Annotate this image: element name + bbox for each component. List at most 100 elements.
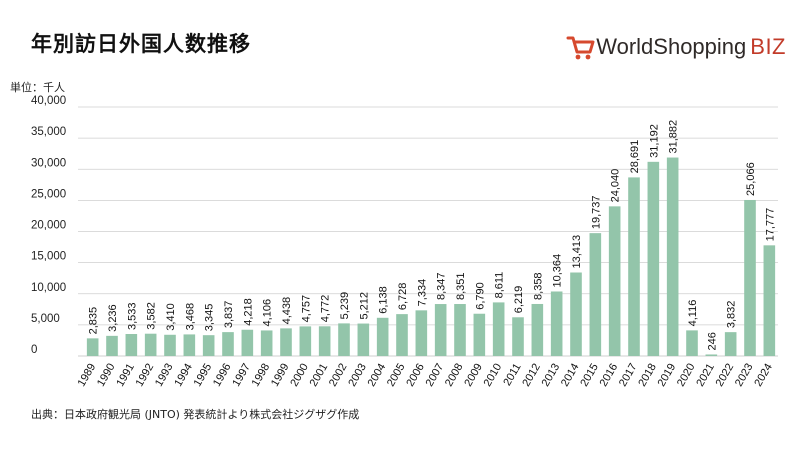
- x-tick-label-2011: 2011: [501, 362, 523, 388]
- bar-2024: [763, 245, 776, 356]
- value-label-2009: 6,790: [474, 282, 486, 310]
- value-label-2005: 6,728: [397, 283, 409, 311]
- bar-2008: [454, 304, 466, 356]
- y-tick-label: 0: [31, 344, 37, 356]
- value-label-2000: 4,757: [300, 295, 312, 323]
- y-axis-unit: 単位：千人: [10, 81, 65, 94]
- x-tick-label-2004: 2004: [366, 362, 389, 389]
- value-label-2010: 8,611: [494, 272, 506, 299]
- bar-1990: [106, 335, 118, 356]
- bar-2001: [318, 326, 331, 356]
- value-label-1999: 4,438: [281, 297, 293, 325]
- shopping-cart-icon: [566, 36, 595, 60]
- value-label-2022: 3,832: [726, 301, 738, 329]
- x-tick-label-2009: 2009: [462, 362, 485, 389]
- y-axis-ticks: 0 5,000 10,000 15,000 20,000 25,000 30,000 35,0…: [31, 95, 66, 356]
- logo-suffix: BIZ: [750, 34, 786, 59]
- value-label-2019: 31,882: [668, 120, 680, 154]
- value-label-2002: 5,239: [339, 292, 351, 320]
- x-tick-label-2007: 2007: [424, 362, 447, 389]
- x-tick-label-2024: 2024: [752, 362, 775, 389]
- x-tick-label-2020: 2020: [675, 362, 698, 389]
- value-label-2013: 10,364: [552, 254, 564, 288]
- y-tick-label: 40,000: [31, 95, 66, 107]
- bar-1996: [222, 332, 234, 356]
- x-tick-label-1990: 1990: [95, 362, 118, 389]
- value-label-2021: 246: [706, 332, 718, 350]
- bar-2012: [531, 303, 544, 356]
- value-label-2015: 19,737: [590, 195, 602, 229]
- y-tick-label: 30,000: [31, 157, 66, 169]
- value-label-1995: 3,345: [204, 304, 216, 332]
- x-tick-label-2021: 2021: [694, 362, 717, 389]
- value-label-2004: 6,138: [378, 286, 390, 314]
- x-tick-label-1998: 1998: [250, 362, 273, 389]
- value-label-2001: 4,772: [320, 295, 332, 323]
- value-label-2014: 13,413: [571, 235, 583, 269]
- x-tick-label-1997: 1997: [230, 362, 253, 389]
- x-tick-label-2018: 2018: [636, 362, 659, 389]
- x-tick-label-1993: 1993: [153, 362, 176, 389]
- bar-2010: [492, 302, 505, 356]
- bar-2022: [724, 332, 737, 356]
- value-label-1994: 3,468: [184, 303, 196, 331]
- bar-1993: [164, 334, 176, 356]
- x-tick-label-2023: 2023: [733, 362, 756, 389]
- value-label-1998: 4,106: [262, 299, 274, 327]
- value-label-2003: 5,212: [358, 292, 370, 320]
- value-label-1992: 3,582: [146, 302, 158, 330]
- value-label-1989: 2,835: [88, 307, 100, 335]
- x-tick-label-2016: 2016: [598, 362, 621, 389]
- x-tick-label-2005: 2005: [385, 362, 408, 389]
- value-label-1997: 4,218: [242, 298, 254, 326]
- x-tick-label-2019: 2019: [656, 362, 679, 389]
- bar-2002: [338, 323, 350, 356]
- bar-2016: [608, 206, 621, 356]
- x-tick-label-2022: 2022: [714, 362, 737, 389]
- bar-1998: [260, 330, 273, 356]
- value-label-1990: 3,236: [107, 304, 119, 332]
- x-tick-label-1989: 1989: [76, 362, 99, 389]
- bar-2017: [628, 177, 640, 356]
- bars: [86, 157, 776, 356]
- bar-2005: [396, 314, 408, 356]
- value-label-2020: 4,116: [687, 300, 699, 327]
- bar-1995: [202, 335, 215, 356]
- y-tick-label: 25,000: [31, 188, 66, 200]
- value-label-2023: 25,066: [745, 162, 757, 196]
- x-tick-label-2014: 2014: [559, 362, 582, 389]
- value-label-1996: 3,837: [223, 301, 235, 329]
- x-tick-label-1992: 1992: [134, 362, 157, 389]
- x-tick-label-2000: 2000: [288, 362, 311, 389]
- x-tick-label-1995: 1995: [192, 362, 215, 389]
- value-label-2017: 28,691: [629, 140, 641, 174]
- x-tick-label-2017: 2017: [617, 362, 640, 389]
- value-label-1991: 3,533: [126, 302, 138, 330]
- y-tick-label: 20,000: [31, 220, 66, 232]
- x-tick-label-2003: 2003: [346, 362, 369, 389]
- value-label-2016: 24,040: [610, 169, 622, 203]
- bar-1999: [280, 328, 292, 356]
- value-label-2018: 31,192: [648, 124, 660, 158]
- x-tick-label-2002: 2002: [327, 362, 350, 389]
- bar-2011: [512, 317, 524, 356]
- x-tick-label-1996: 1996: [211, 362, 234, 389]
- y-tick-label: 10,000: [31, 282, 66, 294]
- chart-title: 年別訪日外国人数推移: [31, 32, 251, 56]
- bar-2023: [744, 199, 756, 356]
- x-tick-label-2013: 2013: [540, 362, 563, 389]
- gridlines: [78, 106, 778, 357]
- bar-2007: [434, 304, 447, 356]
- bar-2013: [550, 291, 563, 356]
- x-tick-label-2001: 2001: [308, 362, 331, 389]
- bar-2009: [473, 313, 486, 356]
- x-tick-label-2008: 2008: [443, 362, 466, 389]
- value-label-2011: 6,219: [513, 286, 525, 314]
- bar-2021: [705, 354, 718, 356]
- logo-main: WorldShopping: [596, 34, 747, 59]
- value-label-2012: 8,358: [532, 272, 544, 300]
- x-tick-label-1991: 1991: [114, 362, 137, 389]
- value-label-2008: 8,351: [455, 272, 467, 300]
- logo-wordmark: WorldShopping BIZ: [596, 34, 786, 60]
